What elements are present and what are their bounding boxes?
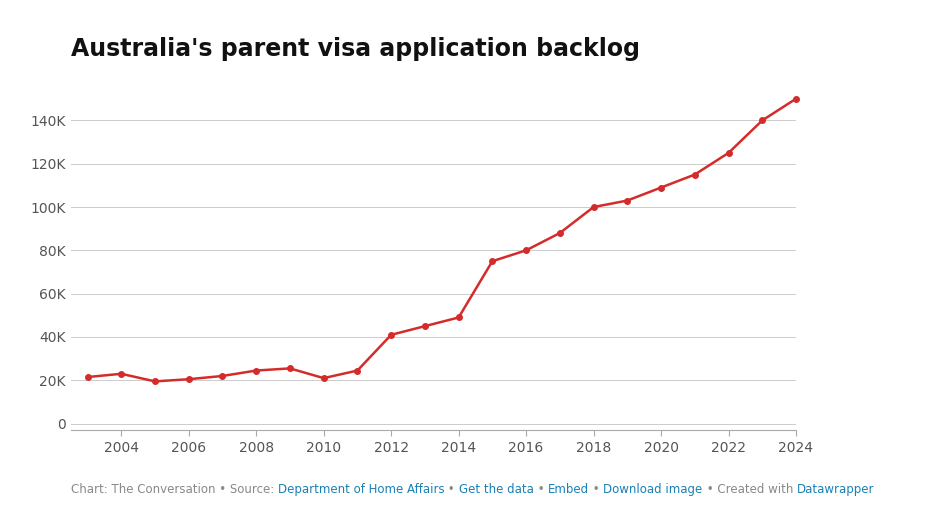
Text: Get the data: Get the data [459, 483, 533, 496]
Text: Chart: The Conversation • Source:: Chart: The Conversation • Source: [71, 483, 278, 496]
Text: Download image: Download image [604, 483, 703, 496]
Text: Datawrapper: Datawrapper [797, 483, 874, 496]
Text: Visa
applications: Visa applications [0, 508, 1, 509]
Text: • Created with: • Created with [703, 483, 797, 496]
Text: •: • [445, 483, 459, 496]
Text: •: • [533, 483, 548, 496]
Text: •: • [589, 483, 604, 496]
Text: Australia's parent visa application backlog: Australia's parent visa application back… [71, 37, 640, 61]
Text: Department of Home Affairs: Department of Home Affairs [278, 483, 445, 496]
Text: Embed: Embed [548, 483, 589, 496]
